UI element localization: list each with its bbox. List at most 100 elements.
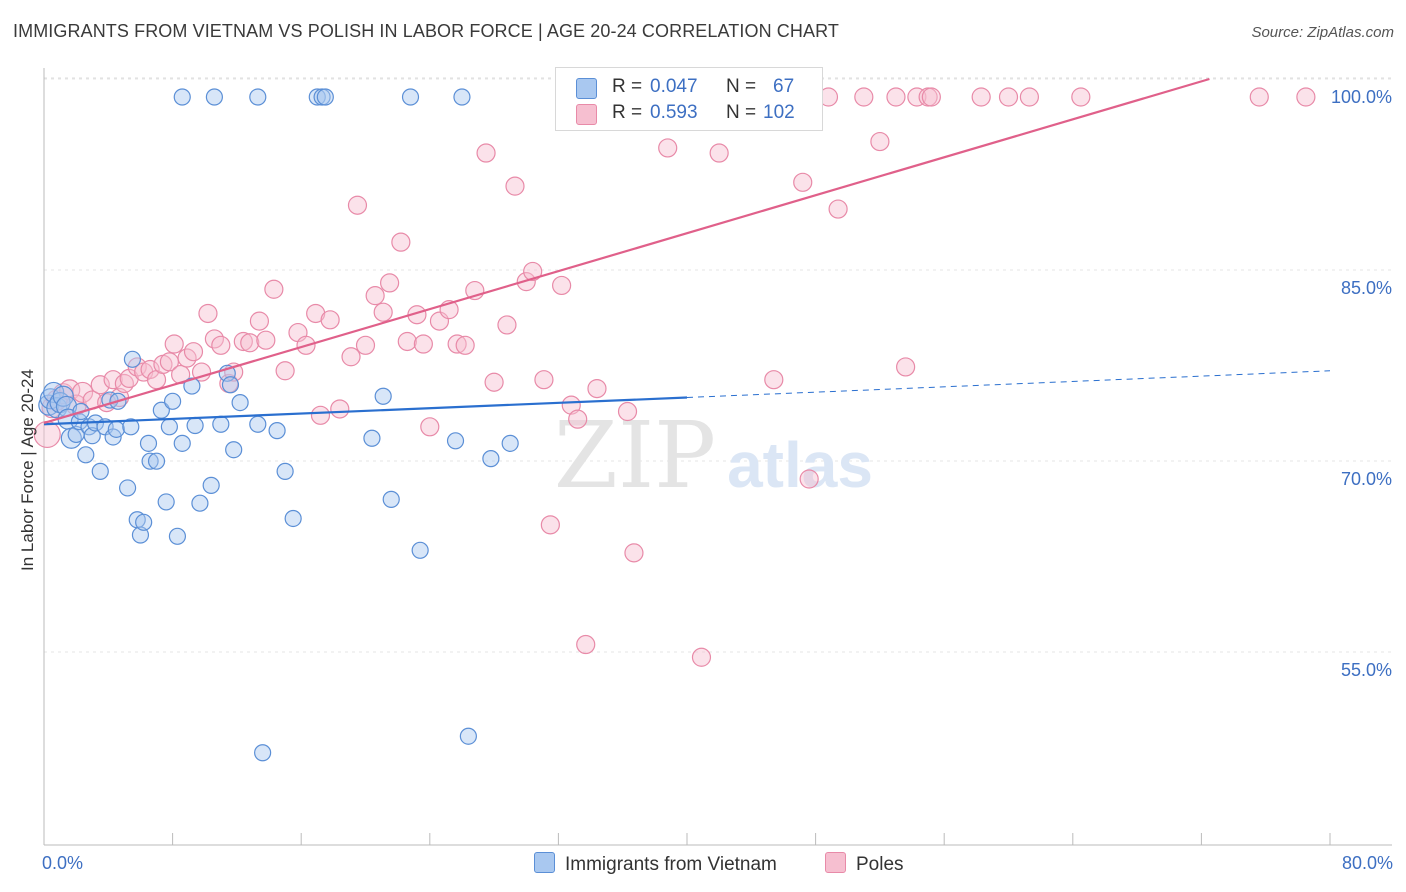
vietnam-point [157,493,175,511]
poles-point [854,87,874,107]
legend-n-label: N = [726,102,757,123]
bottom-legend-swatch-vietnam [534,852,555,873]
legend-n-value: 102 [763,102,795,123]
y-tick-label: 55.0% [1341,660,1392,680]
vietnam-point [453,88,471,106]
vietnam-point [152,401,170,419]
poles-point [341,347,361,367]
poles-point [380,273,400,293]
poles-point [164,334,184,354]
vietnam-point [401,88,420,106]
poles-points [33,87,1316,667]
vietnam-point [147,452,166,470]
legend-n-label: N = [726,76,757,97]
poles-point [764,370,784,390]
source-label: Source: ZipAtlas.com [1251,24,1394,41]
poles-point [320,310,340,330]
poles-point [90,375,110,395]
vietnam-point [205,88,223,106]
poles-point [534,370,554,390]
poles-point [355,335,376,355]
poles-point [658,138,678,158]
vietnam-point [374,387,392,405]
y-tick-label: 85.0% [1341,278,1392,298]
poles-point [264,279,284,299]
chart-title: IMMIGRANTS FROM VIETNAM VS POLISH IN LAB… [13,21,839,41]
vietnam-point [231,394,249,412]
vietnam-point [123,350,142,368]
y-axis-label: In Labor Force | Age 20-24 [18,369,37,571]
poles-point [561,395,581,415]
vietnam-trend-extension [686,370,1331,399]
poles-point [998,87,1019,107]
vietnam-point [191,494,209,512]
vietnam-point [122,418,140,436]
vietnam-point [91,462,109,480]
bottom-legend-label-vietnam: Immigrants from Vietnam [565,854,777,875]
vietnam-point [254,744,272,762]
vietnam-point [141,452,159,470]
poles-point [413,334,433,354]
vietnam-point [411,541,429,559]
poles-point [233,331,253,352]
poles-point [420,417,440,437]
vietnam-point [160,418,178,436]
vietnam-point [173,88,191,106]
poles-point [211,335,231,355]
poles-point [183,342,204,362]
vietnam-point [202,476,220,494]
poles-point [330,399,350,419]
poles-point [568,409,588,429]
poles-trend-line [43,77,1210,425]
vietnam-point [249,415,267,433]
poles-point [455,335,475,355]
poles-point [103,370,123,390]
poles-point [1249,87,1269,107]
vietnam-point [382,490,400,508]
poles-point [523,261,543,282]
vietnam-point [316,88,334,106]
poles-point [191,362,212,382]
vietnam-point [363,429,381,447]
vietnam-point [183,377,201,395]
watermark-zip: ZIP [554,402,716,509]
poles-point [907,87,927,107]
bottom-legend-swatch-poles [825,852,846,873]
legend-n-value: 67 [773,76,795,97]
vietnam-point [482,450,500,468]
poles-point [576,634,596,655]
vietnam-point [446,432,465,450]
vietnam-point [131,526,150,544]
vietnam-point [107,420,125,438]
poles-point [1071,87,1091,107]
poles-point [587,378,607,399]
poles-point [306,303,326,324]
axes [43,68,1392,846]
poles-point [119,368,139,389]
poles-point [256,330,276,350]
vietnam-point [225,441,243,459]
poles-point [1019,87,1039,107]
bottom-legend-label-poles: Poles [856,854,904,875]
poles-point [624,543,644,563]
vietnam-point [168,527,187,545]
vietnam-point [186,416,204,435]
poles-point [447,334,467,354]
legend-r-label: R = [612,76,643,97]
poles-point [828,199,848,219]
vietnam-point [173,434,191,452]
x-tick-label-min: 0.0% [42,853,83,873]
vietnam-point [459,727,477,745]
poles-point [275,361,295,381]
poles-point [240,333,260,353]
legend-swatch-poles [576,104,597,125]
vietnam-point [501,434,519,452]
poles-point [365,286,385,306]
vietnam-point [164,392,182,410]
poles-point [709,143,729,163]
vietnam-point [139,434,158,452]
poles-point [397,331,417,352]
poles-point [391,232,411,252]
poles-point [497,315,517,335]
poles-point [476,143,496,163]
